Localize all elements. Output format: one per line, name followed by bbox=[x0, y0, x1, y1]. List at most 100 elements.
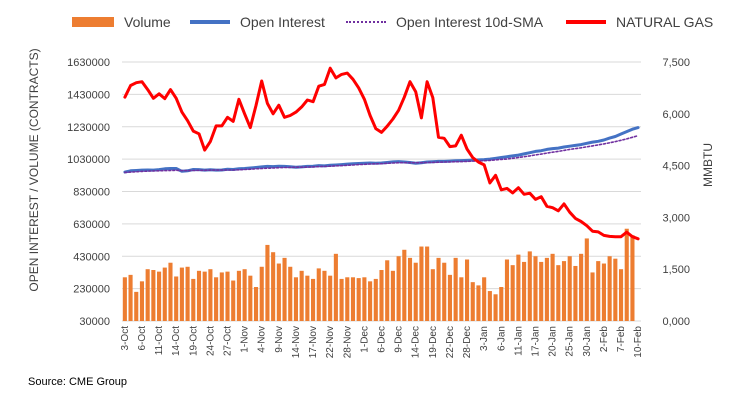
volume-bar bbox=[139, 281, 145, 321]
volume-bar bbox=[219, 272, 224, 321]
volume-bar bbox=[259, 266, 264, 321]
volume-bar bbox=[202, 271, 207, 321]
volume-bar bbox=[425, 246, 430, 321]
x-tick-label: 24-Oct bbox=[205, 326, 216, 356]
volume-bar bbox=[168, 262, 173, 321]
volume-bar bbox=[533, 256, 538, 321]
volume-bar bbox=[265, 244, 270, 321]
legend-item-sma: Open Interest 10d-SMA bbox=[346, 14, 543, 30]
volume-bar bbox=[447, 274, 452, 321]
volume-bar bbox=[328, 275, 333, 321]
volume-bar bbox=[607, 256, 612, 321]
volume-bar bbox=[196, 270, 202, 321]
x-tick-label: 14-Nov bbox=[291, 326, 302, 358]
volume-bar bbox=[527, 251, 532, 321]
x-tick-label: 20-Jan bbox=[548, 326, 559, 357]
volume-bar bbox=[151, 270, 156, 321]
x-tick-label: 11-Oct bbox=[154, 326, 165, 355]
x-tick-label: 27-Oct bbox=[223, 326, 234, 356]
volume-bar bbox=[362, 277, 367, 321]
y-axis-left-ticks: 1630000 1430000 1230000 1030000 830000 630000… bbox=[67, 57, 110, 328]
y-left-tick-label: 630000 bbox=[73, 219, 110, 231]
volume-bar bbox=[385, 260, 390, 321]
volume-bar bbox=[174, 276, 179, 321]
volume-bar bbox=[368, 281, 373, 321]
x-tick-label: 28-Dec bbox=[462, 326, 473, 358]
y-left-tick-label: 1030000 bbox=[67, 154, 110, 166]
volume-bar bbox=[305, 275, 310, 321]
legend-swatch-volume bbox=[72, 17, 114, 27]
volume-bar bbox=[390, 270, 395, 321]
volume-bar bbox=[191, 278, 196, 321]
legend-swatch-sma bbox=[346, 21, 386, 23]
volume-bar bbox=[539, 261, 544, 321]
volume-bar bbox=[311, 278, 316, 321]
y-right-tick-label: 4,500 bbox=[662, 161, 690, 173]
volume-bar bbox=[596, 261, 601, 321]
volume-bar bbox=[356, 278, 361, 321]
y-axis-right-label: MMBTU bbox=[701, 143, 715, 187]
volume-bar bbox=[128, 274, 133, 321]
y-axis-right-ticks: 7,500 6,000 4,500 3,000 1,500 0,000 bbox=[662, 57, 690, 328]
volume-bar bbox=[185, 266, 190, 321]
volume-bar bbox=[487, 291, 492, 321]
legend-label-natural-gas: NATURAL GAS bbox=[616, 14, 714, 30]
open-interest-sma-line bbox=[124, 134, 639, 174]
x-tick-label: 1-Dec bbox=[359, 326, 370, 353]
volume-bar bbox=[550, 253, 555, 321]
volume-bar bbox=[339, 278, 344, 321]
volume-bar bbox=[482, 277, 487, 321]
x-tick-label: 10-Feb bbox=[633, 326, 644, 358]
y-right-tick-label: 6,000 bbox=[662, 109, 690, 121]
x-tick-label: 3-Jan bbox=[479, 326, 490, 351]
volume-bar bbox=[419, 246, 424, 321]
x-tick-label: 22-Dec bbox=[445, 326, 456, 358]
volume-bar bbox=[157, 271, 162, 321]
x-tick-label: 19-Oct bbox=[188, 326, 199, 356]
volume-bar bbox=[567, 256, 572, 321]
x-tick-label: 14-Oct bbox=[171, 326, 182, 356]
volume-bar bbox=[630, 235, 635, 321]
volume-bar bbox=[271, 252, 276, 321]
volume-bar bbox=[373, 278, 378, 321]
volume-bar bbox=[288, 266, 293, 321]
legend-label-open-interest: Open Interest bbox=[240, 14, 325, 30]
volume-bar bbox=[618, 269, 624, 321]
volume-bar bbox=[453, 257, 458, 321]
x-tick-label: 6-Dec bbox=[377, 326, 388, 353]
volume-bar bbox=[579, 253, 584, 321]
volume-bar bbox=[476, 285, 481, 321]
volume-bar bbox=[601, 263, 606, 321]
volume-bar bbox=[459, 277, 464, 321]
x-tick-label: 4-Nov bbox=[257, 326, 268, 353]
volume-bar bbox=[208, 269, 213, 321]
x-tick-label: 9-Dec bbox=[394, 326, 405, 353]
volume-bar bbox=[613, 258, 618, 321]
volume-bar bbox=[464, 259, 470, 321]
volume-bar bbox=[242, 269, 247, 321]
x-tick-label: 6-Oct bbox=[137, 326, 148, 351]
y-left-tick-label: 430000 bbox=[73, 251, 110, 263]
volume-bar bbox=[345, 277, 350, 321]
x-tick-label: 2-Feb bbox=[599, 326, 610, 353]
x-tick-label: 9-Nov bbox=[274, 326, 285, 353]
volume-bar bbox=[162, 267, 167, 321]
x-tick-label: 14-Dec bbox=[411, 326, 422, 358]
x-tick-label: 17-Nov bbox=[308, 326, 319, 358]
x-tick-label: 6-Jan bbox=[496, 326, 507, 351]
y-right-tick-label: 3,000 bbox=[662, 212, 690, 224]
volume-bar bbox=[544, 257, 549, 321]
legend-swatch-open-interest bbox=[190, 20, 230, 24]
volume-bar bbox=[293, 277, 299, 321]
volume-bar bbox=[561, 261, 567, 321]
volume-bar bbox=[436, 257, 441, 321]
volume-bar bbox=[624, 228, 629, 321]
volume-bar bbox=[556, 265, 561, 321]
volume-bar bbox=[499, 287, 504, 321]
volume-bar bbox=[396, 256, 401, 321]
x-tick-label: 28-Nov bbox=[342, 326, 353, 358]
volume-bar bbox=[584, 238, 589, 321]
volume-bar bbox=[322, 270, 327, 321]
y-right-tick-label: 1,500 bbox=[662, 264, 690, 276]
